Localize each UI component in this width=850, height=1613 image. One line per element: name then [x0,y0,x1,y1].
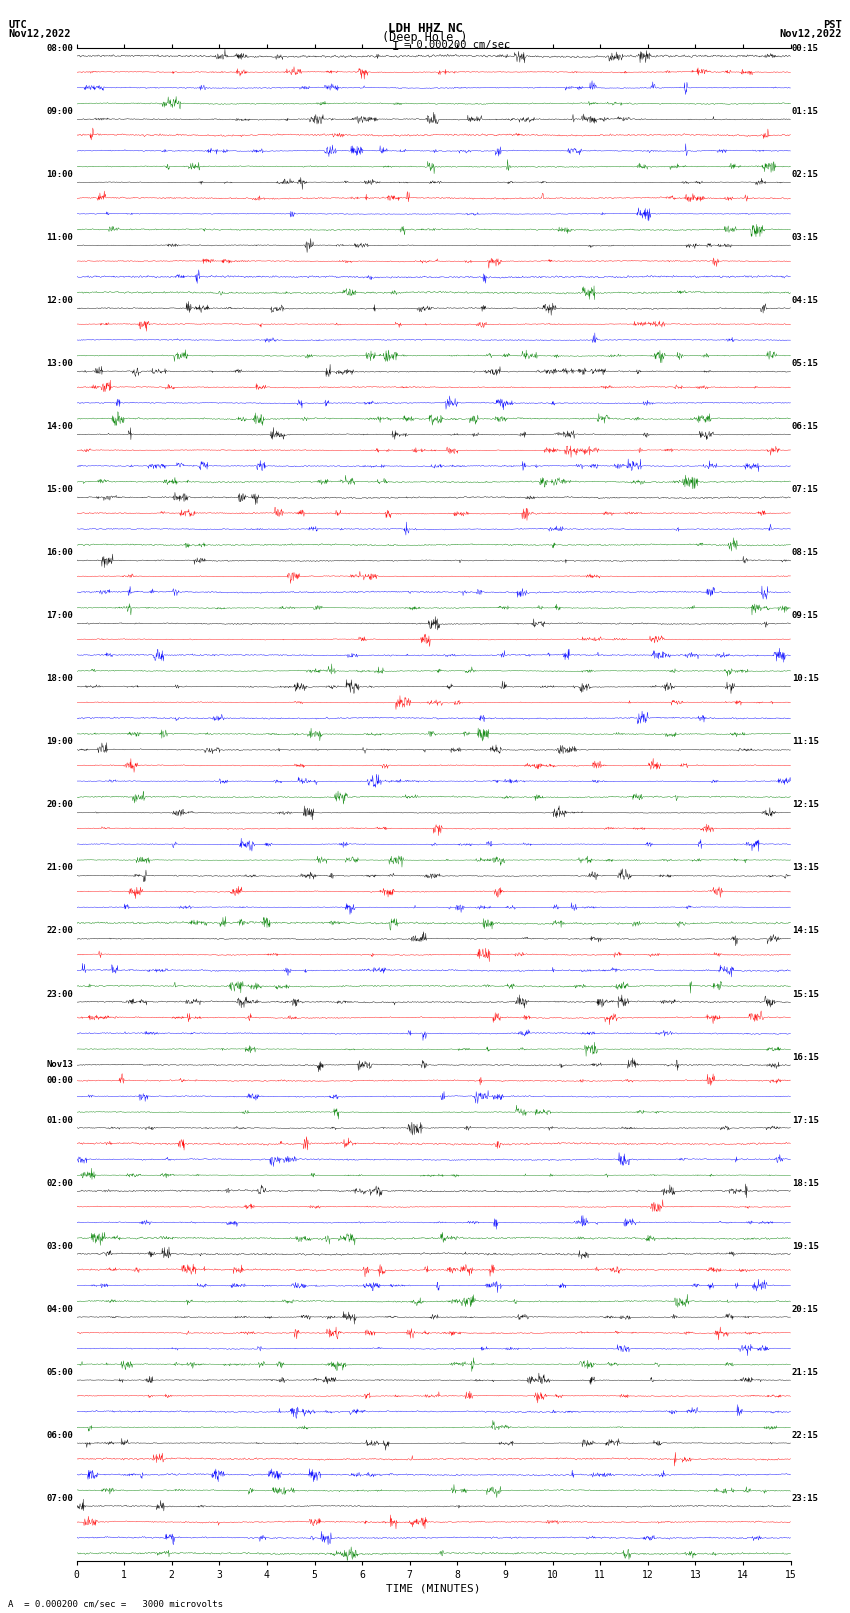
Text: PST: PST [823,19,842,31]
Text: 17:15: 17:15 [792,1116,819,1124]
Text: 03:15: 03:15 [792,232,819,242]
Text: 23:00: 23:00 [46,989,73,998]
Text: A  = 0.000200 cm/sec =   3000 microvolts: A = 0.000200 cm/sec = 3000 microvolts [8,1598,224,1608]
Text: 18:00: 18:00 [46,674,73,684]
Text: Nov12,2022: Nov12,2022 [779,29,842,39]
X-axis label: TIME (MINUTES): TIME (MINUTES) [386,1584,481,1594]
Text: 09:00: 09:00 [46,106,73,116]
Text: 00:00: 00:00 [46,1076,73,1086]
Text: 11:15: 11:15 [792,737,819,747]
Text: 14:00: 14:00 [46,423,73,431]
Text: 22:00: 22:00 [46,926,73,936]
Text: 18:15: 18:15 [792,1179,819,1187]
Text: Nov12,2022: Nov12,2022 [8,29,71,39]
Text: 05:00: 05:00 [46,1368,73,1378]
Text: 19:15: 19:15 [792,1242,819,1250]
Text: 08:15: 08:15 [792,548,819,556]
Text: 06:00: 06:00 [46,1431,73,1440]
Text: 15:15: 15:15 [792,989,819,998]
Text: 16:00: 16:00 [46,548,73,556]
Text: 01:00: 01:00 [46,1116,73,1124]
Text: 16:15: 16:15 [792,1053,819,1061]
Text: UTC: UTC [8,19,27,31]
Text: 21:15: 21:15 [792,1368,819,1378]
Text: 17:00: 17:00 [46,611,73,621]
Text: 10:15: 10:15 [792,674,819,684]
Text: 13:00: 13:00 [46,360,73,368]
Text: 14:15: 14:15 [792,926,819,936]
Text: 04:00: 04:00 [46,1305,73,1313]
Text: 03:00: 03:00 [46,1242,73,1250]
Text: 15:00: 15:00 [46,486,73,494]
Text: 20:15: 20:15 [792,1305,819,1313]
Text: LDH HHZ NC: LDH HHZ NC [388,23,462,35]
Text: 22:15: 22:15 [792,1431,819,1440]
Text: 07:00: 07:00 [46,1494,73,1503]
Text: = 0.000200 cm/sec: = 0.000200 cm/sec [404,39,510,50]
Text: 11:00: 11:00 [46,232,73,242]
Text: 05:15: 05:15 [792,360,819,368]
Text: 19:00: 19:00 [46,737,73,747]
Text: (Deep Hole ): (Deep Hole ) [382,31,468,44]
Text: I: I [392,39,399,53]
Text: 12:00: 12:00 [46,297,73,305]
Text: 06:15: 06:15 [792,423,819,431]
Text: 10:00: 10:00 [46,169,73,179]
Text: 13:15: 13:15 [792,863,819,873]
Text: 04:15: 04:15 [792,297,819,305]
Text: 07:15: 07:15 [792,486,819,494]
Text: 12:15: 12:15 [792,800,819,810]
Text: 08:00: 08:00 [46,44,73,53]
Text: 09:15: 09:15 [792,611,819,621]
Text: Nov13: Nov13 [46,1060,73,1069]
Text: 23:15: 23:15 [792,1494,819,1503]
Text: 02:00: 02:00 [46,1179,73,1187]
Text: 00:15: 00:15 [792,44,819,53]
Text: 01:15: 01:15 [792,106,819,116]
Text: 20:00: 20:00 [46,800,73,810]
Text: 02:15: 02:15 [792,169,819,179]
Text: 21:00: 21:00 [46,863,73,873]
